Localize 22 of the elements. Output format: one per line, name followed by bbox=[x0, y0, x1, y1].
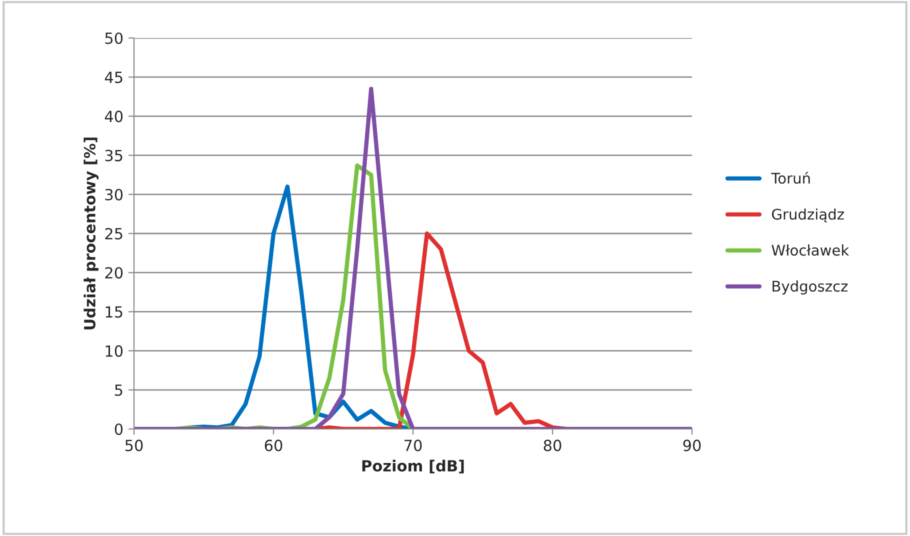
y-tick-label: 35 bbox=[105, 150, 122, 162]
y-tick-label: 30 bbox=[105, 188, 123, 200]
x-tick-label: 70 bbox=[404, 440, 422, 452]
x-tick-label: 90 bbox=[683, 440, 701, 452]
y-tick-label: 15 bbox=[106, 306, 122, 318]
y-tick-label: 0 bbox=[114, 423, 123, 436]
legend-label: Włocławek bbox=[772, 244, 850, 256]
y-tick-label: 20 bbox=[105, 267, 123, 279]
legend-label: Grudziądz bbox=[772, 208, 844, 222]
y-tick-label: 5 bbox=[115, 384, 122, 396]
x-tick-label: 60 bbox=[264, 440, 282, 452]
y-tick-label: 50 bbox=[105, 32, 123, 44]
x-tick-label: 80 bbox=[544, 440, 562, 452]
y-tick-label: 10 bbox=[106, 345, 123, 357]
x-axis-title: Poziom [dB] bbox=[362, 460, 464, 474]
y-tick-label: 25 bbox=[105, 228, 122, 240]
y-tick-label: 45 bbox=[104, 72, 122, 84]
y-axis-title: Udział procentowy [%] bbox=[84, 138, 99, 330]
y-tick-label: 40 bbox=[104, 110, 123, 122]
legend-label: Toruń bbox=[771, 172, 810, 184]
legend-label: Bydgoszcz bbox=[772, 280, 848, 295]
x-tick-label: 50 bbox=[125, 440, 143, 452]
